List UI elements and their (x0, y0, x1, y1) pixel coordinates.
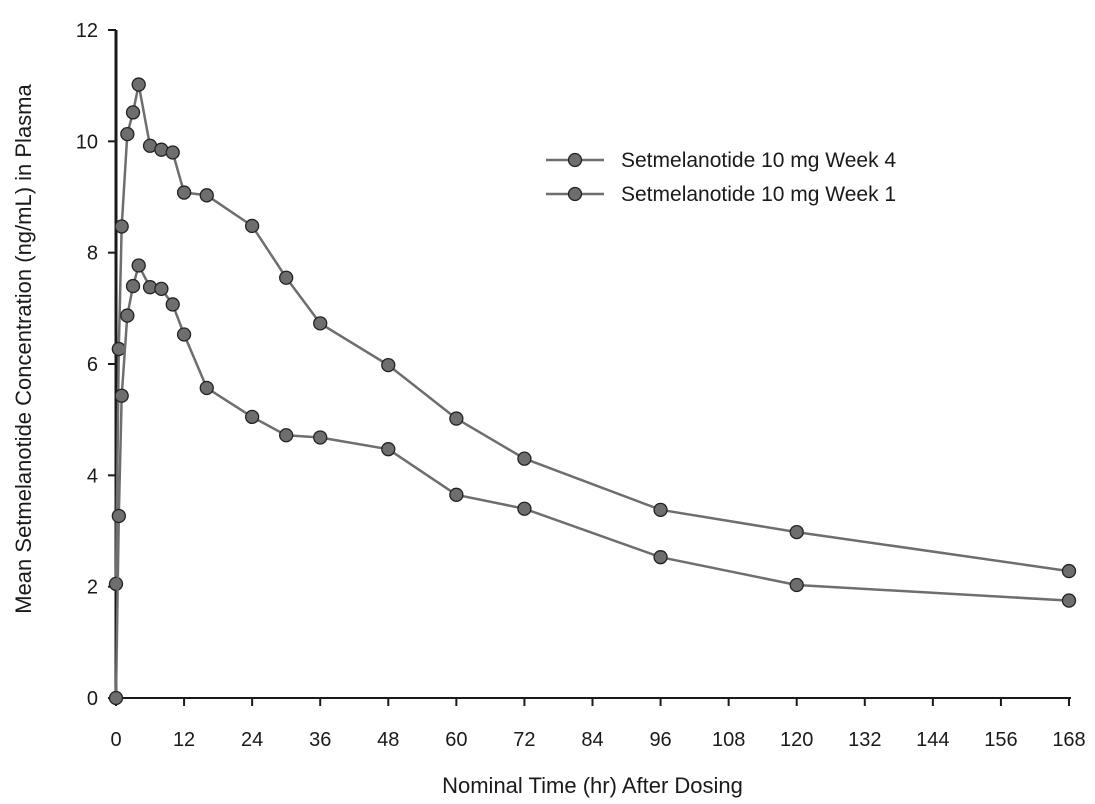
x-tick-label: 156 (984, 729, 1017, 751)
data-point (108, 576, 124, 592)
data-point (313, 430, 328, 445)
data-point (653, 502, 668, 517)
series-1 (108, 77, 1077, 592)
data-point (449, 487, 464, 502)
legend-marker (567, 152, 583, 168)
y-tick-label: 8 (87, 243, 98, 265)
data-point (279, 428, 294, 443)
data-point (1061, 593, 1077, 608)
data-point (199, 188, 214, 203)
y-tick-label: 4 (87, 465, 98, 487)
x-tick-label: 72 (513, 729, 535, 751)
data-point (131, 258, 146, 273)
x-tick-label: 96 (649, 729, 671, 751)
y-tick-label: 2 (87, 577, 98, 599)
axes (108, 29, 1071, 706)
data-point (244, 218, 260, 234)
data-point (120, 126, 135, 142)
series-line (114, 264, 1070, 699)
data-point (789, 524, 804, 540)
x-tick-label: 84 (581, 729, 603, 751)
data-point (165, 297, 180, 312)
data-point (125, 278, 141, 294)
data-point (111, 341, 126, 357)
x-tick-label: 48 (377, 729, 399, 751)
data-point (114, 388, 129, 403)
x-tick-label: 24 (241, 729, 263, 751)
legend-item-1: Setmelanotide 10 mg Week 4 (546, 149, 896, 172)
series-lines (108, 77, 1077, 706)
data-point (789, 577, 804, 593)
data-point (176, 185, 192, 200)
legend: Setmelanotide 10 mg Week 4 Setmelanotide … (546, 149, 896, 206)
data-point (111, 508, 126, 524)
data-point (114, 219, 129, 234)
data-point (449, 411, 464, 426)
data-point (244, 409, 260, 425)
data-point (1061, 563, 1077, 579)
y-tick-label: 0 (87, 688, 98, 710)
data-point (517, 501, 532, 516)
y-tick-label: 10 (76, 131, 98, 153)
y-tick-label: 6 (87, 354, 98, 376)
data-point (381, 357, 396, 373)
data-point (199, 380, 214, 396)
data-point (176, 327, 192, 342)
x-tick-label: 120 (780, 729, 813, 751)
legend-label: Setmelanotide 10 mg Week 1 (621, 183, 896, 206)
data-point (279, 270, 294, 285)
data-point (313, 316, 328, 331)
x-tick-label: 0 (110, 729, 121, 751)
data-point (517, 451, 532, 466)
x-tick-label: 144 (916, 729, 949, 751)
data-point (125, 105, 141, 120)
data-point (131, 77, 146, 92)
data-point (120, 308, 135, 323)
x-tick-label: 60 (445, 729, 467, 751)
data-point (165, 145, 180, 160)
legend-item-2: Setmelanotide 10 mg Week 1 (546, 183, 896, 206)
x-tick-label: 132 (848, 729, 881, 751)
data-point (108, 690, 124, 706)
legend-marker (567, 186, 583, 202)
series-2 (108, 258, 1077, 706)
x-tick-label: 36 (309, 729, 331, 751)
legend-label: Setmelanotide 10 mg Week 4 (621, 149, 896, 172)
data-point (154, 281, 169, 297)
y-axis-title: Mean Setmelanotide Concentration (ng/mL)… (11, 83, 36, 613)
y-tick-label: 12 (76, 20, 98, 42)
data-point (653, 550, 668, 565)
x-tick-label: 168 (1052, 729, 1085, 751)
x-axis-title: Nominal Time (hr) After Dosing (442, 773, 743, 798)
x-tick-label: 108 (712, 729, 745, 751)
x-tick-label: 12 (173, 729, 195, 751)
data-point (381, 442, 396, 457)
